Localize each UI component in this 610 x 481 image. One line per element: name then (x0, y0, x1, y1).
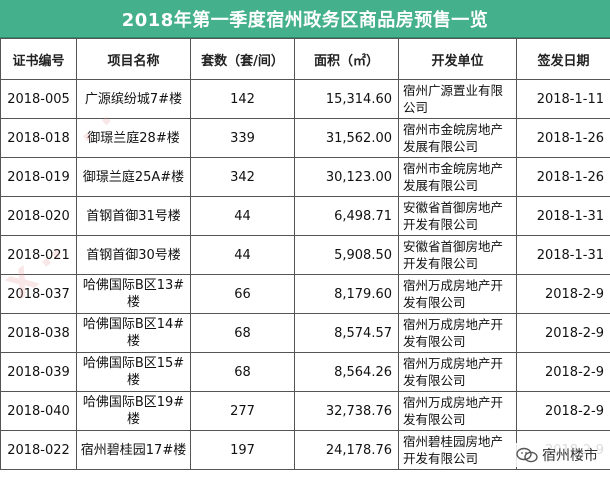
cell-area: 15,314.60 (294, 79, 399, 119)
table-row: 2018-037 哈佛国际B区13#楼 66 8,179.60 宿州万成房地产开发有限公… (0, 274, 610, 314)
cell-date: 2018-1-26 (516, 157, 610, 197)
cell-units: 44 (190, 196, 295, 236)
cell-units: 68 (190, 313, 295, 353)
brand-label: 宿州楼市 (542, 448, 598, 464)
col-header-area: 面积（㎡） (294, 38, 399, 80)
cell-units: 277 (190, 391, 295, 431)
cell-project: 首钢首御31号楼 (76, 196, 191, 236)
cell-developer: 安徽省首御房地产开发有限公司 (398, 235, 517, 275)
cell-units: 197 (190, 430, 295, 470)
cell-developer: 宿州市金皖房地产发展有限公司 (398, 157, 517, 197)
cell-area: 30,123.00 (294, 157, 399, 197)
cell-area: 8,574.57 (294, 313, 399, 353)
cell-units: 142 (190, 79, 295, 119)
cell-cert: 2018-022 (0, 430, 77, 470)
cell-area: 6,498.71 (294, 196, 399, 236)
cell-project: 哈佛国际B区15#楼 (76, 352, 191, 392)
cell-project: 御璟兰庭28#楼 (76, 118, 191, 158)
cell-cert: 2018-020 (0, 196, 77, 236)
table-row: 2018-040 哈佛国际B区19#楼 277 32,738.76 宿州万成房地产开发有… (0, 391, 610, 431)
table-row: 2018-020 首钢首御31号楼 44 6,498.71 安徽省首御房地产开发有限公司… (0, 196, 610, 236)
cell-cert: 2018-039 (0, 352, 77, 392)
cell-units: 66 (190, 274, 295, 314)
col-header-date: 签发日期 (516, 38, 610, 80)
cell-cert: 2018-037 (0, 274, 77, 314)
cell-developer: 宿州碧桂园房地产开发有限公司 (398, 430, 517, 470)
wechat-icon (516, 447, 538, 463)
cell-project: 哈佛国际B区13#楼 (76, 274, 191, 314)
col-header-units: 套数（套/间） (190, 38, 295, 80)
col-header-cert: 证书编号 (0, 38, 77, 80)
cell-cert: 2018-021 (0, 235, 77, 275)
cell-units: 342 (190, 157, 295, 197)
cell-cert: 2018-018 (0, 118, 77, 158)
cell-area: 8,564.26 (294, 352, 399, 392)
cell-area: 31,562.00 (294, 118, 399, 158)
cell-developer: 宿州万成房地产开发有限公司 (398, 313, 517, 353)
cell-cert: 2018-019 (0, 157, 77, 197)
cell-project: 哈佛国际B区19#楼 (76, 391, 191, 431)
table-row: 2018-022 宿州碧桂园17#楼 197 24,178.76 宿州碧桂园房地产开发有… (0, 430, 610, 470)
table-row: 2018-021 首钢首御30号楼 44 5,908.50 安徽省首御房地产开发有限公司… (0, 235, 610, 275)
cell-date: 2018-2-9 (516, 391, 610, 431)
cell-date: 2018-2-9 (516, 313, 610, 353)
col-header-developer: 开发单位 (398, 38, 517, 80)
cell-project: 哈佛国际B区14#楼 (76, 313, 191, 353)
cell-developer: 宿州万成房地产开发有限公司 (398, 352, 517, 392)
cell-cert: 2018-040 (0, 391, 77, 431)
col-header-project: 项目名称 (76, 38, 191, 80)
cell-cert: 2018-005 (0, 79, 77, 119)
cell-date: 2018-1-11 (516, 79, 610, 119)
table-title: 2018年第一季度宿州政务区商品房预售一览 (0, 0, 610, 38)
cell-date: 2018-1-31 (516, 196, 610, 236)
table-row: 2018-018 御璟兰庭28#楼 339 31,562.00 宿州市金皖房地产发展有限… (0, 118, 610, 158)
cell-developer: 宿州万成房地产开发有限公司 (398, 391, 517, 431)
cell-project: 宿州碧桂园17#楼 (76, 430, 191, 470)
cell-units: 44 (190, 235, 295, 275)
cell-project: 首钢首御30号楼 (76, 235, 191, 275)
cell-date: 2018-2-9 (516, 274, 610, 314)
cell-units: 68 (190, 352, 295, 392)
cell-area: 32,738.76 (294, 391, 399, 431)
cell-area: 8,179.60 (294, 274, 399, 314)
presale-table: 证书编号 项目名称 套数（套/间） 面积（㎡） 开发单位 签发日期 2018-0… (0, 38, 610, 470)
cell-date: 2018-1-26 (516, 118, 610, 158)
cell-area: 5,908.50 (294, 235, 399, 275)
table-row: 2018-019 御璟兰庭25A#楼 342 30,123.00 宿州市金皖房地产发展有… (0, 157, 610, 197)
cell-units: 339 (190, 118, 295, 158)
table-row: 2018-038 哈佛国际B区14#楼 68 8,574.57 宿州万成房地产开发有限公… (0, 313, 610, 353)
cell-developer: 安徽省首御房地产开发有限公司 (398, 196, 517, 236)
cell-cert: 2018-038 (0, 313, 77, 353)
cell-project: 御璟兰庭25A#楼 (76, 157, 191, 197)
cell-date: 2018-1-31 (516, 235, 610, 275)
cell-area: 24,178.76 (294, 430, 399, 470)
cell-developer: 宿州广源置业有限公司 (398, 79, 517, 119)
cell-developer: 宿州万成房地产开发有限公司 (398, 274, 517, 314)
cell-developer: 宿州市金皖房地产发展有限公司 (398, 118, 517, 158)
cell-project: 广源缤纷城7#楼 (76, 79, 191, 119)
table-row: 2018-039 哈佛国际B区15#楼 68 8,564.26 宿州万成房地产开发有限公… (0, 352, 610, 392)
header-row: 证书编号 项目名称 套数（套/间） 面积（㎡） 开发单位 签发日期 (0, 38, 610, 80)
brand-watermark: 宿州楼市 (510, 443, 604, 467)
cell-date: 2018-2-9 (516, 352, 610, 392)
table-row: 2018-005 广源缤纷城7#楼 142 15,314.60 宿州广源置业有限公司 20… (0, 79, 610, 119)
